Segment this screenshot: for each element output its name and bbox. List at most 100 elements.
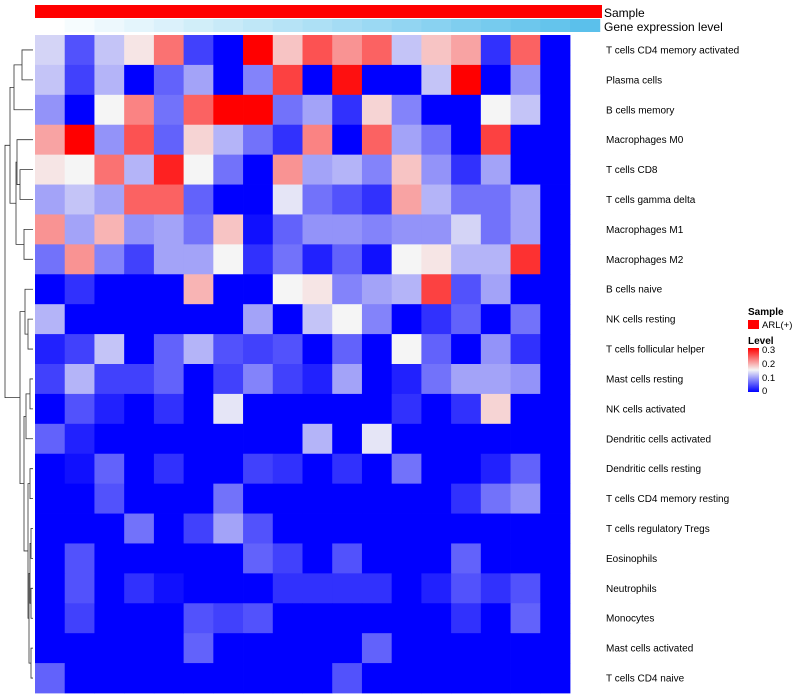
heatmap-cell [540, 603, 571, 634]
heatmap-cell [480, 124, 511, 156]
heatmap-cell [540, 274, 571, 305]
heatmap-cell [64, 244, 95, 275]
heatmap-cell [153, 663, 185, 694]
heatmap-cell [153, 393, 185, 425]
heatmap-cell [480, 423, 511, 455]
heatmap-cell [213, 543, 244, 574]
dendrogram-branch [21, 49, 33, 81]
heatmap-cell [64, 304, 95, 335]
heatmap-cell [391, 453, 422, 485]
heatmap-cell [302, 334, 333, 365]
heatmap-cell [451, 364, 482, 395]
heatmap-cell [272, 274, 303, 305]
heatmap-cell [272, 64, 303, 96]
dendrogram-branch [30, 587, 33, 619]
heatmap-cell [361, 633, 393, 664]
heatmap-cell [361, 304, 393, 335]
heatmap-cell [35, 304, 66, 335]
heatmap-cell [480, 453, 511, 485]
expression-track-cell [64, 19, 95, 32]
heatmap-cell [153, 304, 185, 335]
expression-track-cell [361, 19, 393, 32]
heatmap-cell [94, 543, 125, 574]
expression-track-cell [510, 19, 541, 32]
expression-track-cell [94, 19, 125, 32]
expression-track-cell [332, 19, 363, 32]
heatmap-cell [153, 274, 185, 305]
expression-track-cell [272, 19, 303, 32]
heatmap-cell [332, 633, 363, 664]
heatmap-cell [35, 543, 66, 574]
heatmap-cell [302, 154, 333, 185]
heatmap-cell [480, 393, 511, 425]
heatmap-cell [124, 334, 155, 365]
heatmap-cell [35, 603, 66, 634]
heatmap-cell [421, 124, 452, 156]
heatmap-cell [35, 244, 66, 275]
dendrogram-branch [13, 64, 33, 111]
heatmap-cell [243, 214, 274, 245]
heatmap-cell [272, 154, 303, 185]
heatmap-cell [272, 334, 303, 365]
heatmap-cell [272, 423, 303, 455]
heatmap-cell [94, 154, 125, 185]
row-label: NK cells activated [606, 404, 685, 415]
heatmap-cell [94, 184, 125, 215]
heatmap-cell [480, 214, 511, 245]
heatmap-cell [35, 393, 66, 425]
heatmap-cell [183, 35, 214, 66]
heatmap-cell [391, 154, 422, 185]
heatmap-cell [64, 453, 95, 485]
heatmap-cell [510, 334, 541, 365]
heatmap-cell [421, 244, 452, 275]
heatmap-cell [540, 184, 571, 215]
heatmap-cell [361, 663, 393, 694]
heatmap-cell [183, 633, 214, 664]
heatmap-cell [153, 573, 185, 604]
expression-track-cell [480, 19, 512, 32]
heatmap-cell [332, 184, 363, 215]
heatmap-cell [124, 543, 155, 574]
row-label: NK cells resting [606, 315, 675, 326]
heatmap-cell [361, 124, 393, 156]
heatmap-cell [510, 94, 541, 126]
dendrogram-branch [4, 144, 20, 399]
heatmap-cell [124, 423, 155, 455]
heatmap-cell [183, 244, 214, 275]
heatmap-cell [421, 453, 452, 485]
heatmap-cell [540, 453, 571, 485]
heatmap-cell [421, 633, 452, 664]
heatmap-cell [361, 573, 393, 604]
heatmap-cell [510, 483, 541, 514]
expression-track-cell [124, 19, 155, 32]
heatmap-cell [272, 393, 303, 425]
heatmap-cell [451, 244, 482, 275]
heatmap-cell [302, 633, 333, 664]
heatmap-cell [451, 154, 482, 185]
heatmap-cell [510, 184, 541, 215]
heatmap-cell [451, 483, 482, 514]
heatmap-cell [540, 633, 571, 664]
heatmap-cell [540, 244, 571, 275]
row-labels: T cells CD4 memory activated Plasma cells… [606, 46, 739, 685]
row-label: Plasma cells [606, 75, 662, 86]
heatmap-cell [243, 334, 274, 365]
heatmap-cell [302, 214, 333, 245]
dendrogram-branch [23, 229, 33, 260]
heatmap-cell [451, 64, 482, 96]
heatmap-cell [153, 184, 185, 215]
heatmap-cell [480, 64, 511, 96]
heatmap-cell [124, 513, 155, 544]
row-label: T cells gamma delta [606, 195, 696, 206]
heatmap-cell [421, 274, 452, 305]
heatmap-cell [213, 304, 244, 335]
heatmap-cell [272, 513, 303, 544]
heatmap-cell [540, 423, 571, 455]
heatmap-cell [35, 573, 66, 604]
heatmap-cell [94, 214, 125, 245]
heatmap-cell [332, 573, 363, 604]
heatmap-cell [451, 94, 482, 126]
heatmap-cell [272, 603, 303, 634]
heatmap-cell [302, 453, 333, 485]
heatmap-cell [272, 214, 303, 245]
